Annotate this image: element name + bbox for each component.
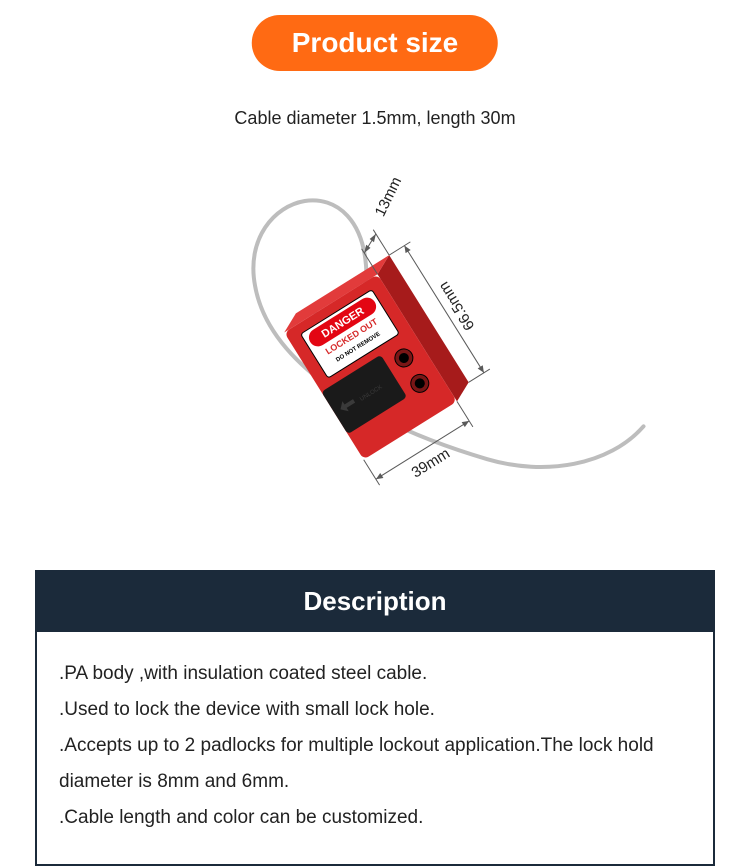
svg-text:13mm: 13mm xyxy=(372,174,406,219)
cable-spec-note: Cable diameter 1.5mm, length 30m xyxy=(234,108,515,129)
description-header: Description xyxy=(35,570,715,633)
desc-line: .Used to lock the device with small lock… xyxy=(59,692,691,728)
product-figure: DANGER LOCKED OUT DO NOT REMOVE UNLOCK 3… xyxy=(0,140,750,570)
product-size-title: Product size xyxy=(252,15,498,71)
desc-line: .Cable length and color can be customize… xyxy=(59,800,691,836)
product-diagram-svg: DANGER LOCKED OUT DO NOT REMOVE UNLOCK 3… xyxy=(0,140,750,570)
desc-line: .Accepts up to 2 padlocks for multiple l… xyxy=(59,728,691,800)
desc-line: .PA body ,with insulation coated steel c… xyxy=(59,656,691,692)
svg-text:39mm: 39mm xyxy=(409,445,453,482)
description-box: .PA body ,with insulation coated steel c… xyxy=(35,632,715,866)
